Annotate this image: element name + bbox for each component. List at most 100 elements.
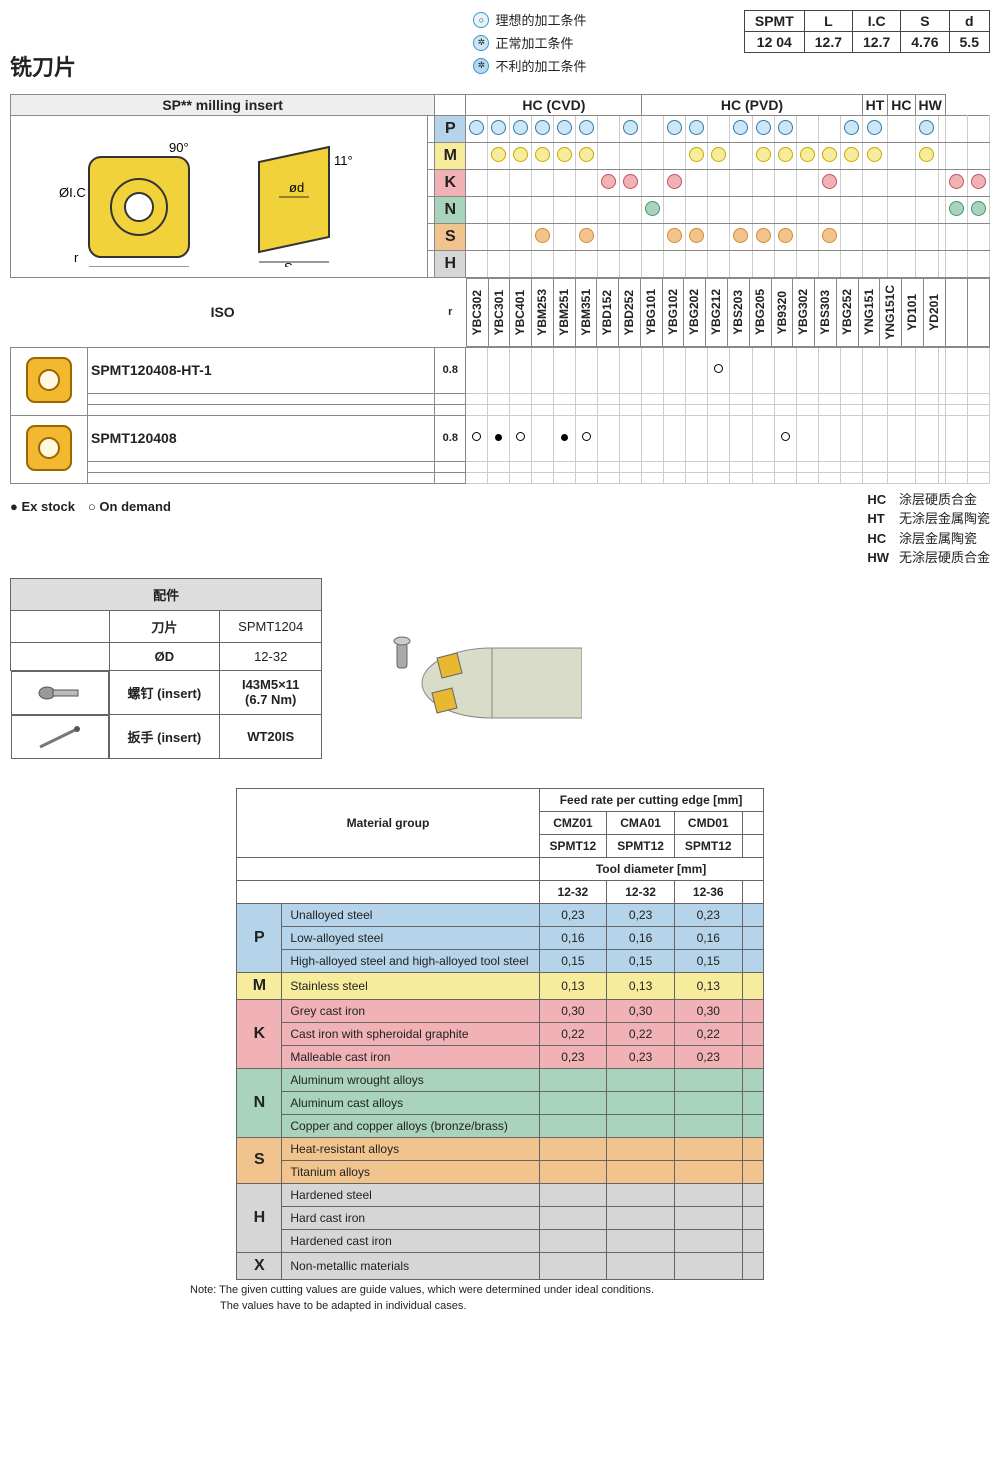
tool-dia-header: Tool diameter [mm] [539, 857, 763, 880]
feed-label: High-alloyed steel and high-alloyed tool… [282, 949, 539, 972]
feed-val [742, 972, 763, 999]
grade-YBG205: YBG205 [753, 285, 767, 339]
acc-r1v: 12-32 [220, 642, 322, 670]
bad-icon: ✲ [473, 58, 489, 74]
accessories-section: 配件 刀片SPMT1204 ØD12-32 螺钉 (insert)I43M5×1… [10, 578, 990, 768]
feed-label: Low-alloyed steel [282, 926, 539, 949]
insert-code: SPMT120408-HT-1 [88, 347, 435, 393]
coating-legend: HC 涂层硬质合金HT 无涂层金属陶瓷HC 涂层金属陶瓷HW 无涂层硬质合金 [867, 490, 990, 568]
feed-val [742, 1206, 763, 1229]
hc2: HC [888, 95, 915, 116]
feed-val: 0,23 [674, 1045, 742, 1068]
feed-val [674, 1183, 742, 1206]
feed-val: 0,22 [539, 1022, 607, 1045]
wrench-icon [11, 715, 109, 759]
feed-val [607, 1206, 675, 1229]
mill-cutter-image [342, 578, 582, 768]
feed-val [607, 1160, 675, 1183]
feed-sub: SPMT12 [607, 834, 675, 857]
feed-label: Unalloyed steel [282, 903, 539, 926]
feed-val: 0,30 [539, 999, 607, 1022]
feed-sub: SPMT12 [674, 834, 742, 857]
feed-val [607, 1183, 675, 1206]
feed-val [742, 926, 763, 949]
grade-YBM251: YBM251 [557, 285, 571, 340]
dim-v: 5.5 [949, 32, 989, 53]
feed-label: Copper and copper alloys (bronze/brass) [282, 1114, 539, 1137]
hc-cvd: HC (CVD) [466, 95, 642, 116]
svg-text:ØI.C: ØI.C [59, 185, 86, 200]
ideal-icon: ○ [473, 12, 489, 28]
mat-K: K [435, 170, 466, 197]
insert-thumb [11, 347, 88, 415]
feed-val: 0,15 [539, 949, 607, 972]
feed-val [674, 1114, 742, 1137]
grade-YBG101: YBG101 [644, 285, 658, 339]
feed-val [742, 1252, 763, 1279]
feed-label: Heat-resistant alloys [282, 1137, 539, 1160]
insert-code [88, 393, 435, 404]
insert-code [88, 404, 435, 415]
feed-val [607, 1229, 675, 1252]
feed-val [742, 1229, 763, 1252]
feed-val: 0,13 [607, 972, 675, 999]
acc-item-val: I43M5×11(6.7 Nm) [220, 670, 322, 715]
feed-group-N: N [237, 1068, 282, 1137]
grade-YD201: YD201 [927, 290, 941, 335]
main-grade-table: SP** milling insert HC (CVD) HC (PVD) HT… [10, 94, 990, 484]
feed-val: 0,15 [607, 949, 675, 972]
feed-val [607, 1114, 675, 1137]
feed-val: 0,23 [674, 903, 742, 926]
insert-thumb [11, 415, 88, 483]
accessories-table: 配件 刀片SPMT1204 ØD12-32 螺钉 (insert)I43M5×1… [10, 578, 322, 760]
feed-dia: 12-36 [674, 880, 742, 903]
feed-val [742, 949, 763, 972]
r-value: 0.8 [435, 347, 466, 393]
feed-label: Cast iron with spheroidal graphite [282, 1022, 539, 1045]
dim-h: d [949, 11, 989, 32]
feed-val [607, 1091, 675, 1114]
feed-rate-table: Material group Feed rate per cutting edg… [236, 788, 763, 1280]
feed-val [539, 1091, 607, 1114]
feed-val [539, 1160, 607, 1183]
normal-icon: ✲ [473, 35, 489, 51]
feed-val: 0,15 [674, 949, 742, 972]
page-title: 铣刀片 [10, 50, 76, 82]
feed-col: CMA01 [607, 811, 675, 834]
acc-item-name: 扳手 (insert) [109, 715, 220, 759]
r-value: 0.8 [435, 415, 466, 461]
dim-v: 12.7 [853, 32, 901, 53]
grade-YBC301: YBC301 [492, 286, 506, 339]
feed-val [742, 1091, 763, 1114]
feed-val [674, 1160, 742, 1183]
screw-icon [11, 671, 109, 715]
ht: HT [862, 95, 888, 116]
feed-val [742, 1045, 763, 1068]
feed-dia: 12-32 [539, 880, 607, 903]
mat-N: N [435, 197, 466, 224]
dim-h: L [804, 11, 852, 32]
feed-val [674, 1068, 742, 1091]
acc-item-val: WT20IS [220, 715, 322, 759]
feed-val: 0,23 [539, 903, 607, 926]
feed-val: 0,13 [539, 972, 607, 999]
feed-val [674, 1206, 742, 1229]
legend-ideal: 理想的加工条件 [495, 10, 586, 29]
grade-YNG151C: YNG151C [883, 281, 897, 344]
feed-val [674, 1137, 742, 1160]
feed-val [539, 1137, 607, 1160]
feed-label: Hardened steel [282, 1183, 539, 1206]
feed-val [742, 999, 763, 1022]
feed-val [674, 1091, 742, 1114]
feed-label: Malleable cast iron [282, 1045, 539, 1068]
acc-header: 配件 [11, 578, 322, 610]
feed-val: 0,30 [607, 999, 675, 1022]
legend-bad: 不利的加工条件 [495, 56, 586, 75]
mat-H: H [435, 251, 466, 278]
grade-YNG151: YNG151 [862, 285, 876, 339]
feed-label: Aluminum cast alloys [282, 1091, 539, 1114]
r-value [435, 404, 466, 415]
acc-r0h: 刀片 [109, 610, 220, 642]
feed-sub: SPMT12 [539, 834, 607, 857]
feed-val: 0,16 [607, 926, 675, 949]
